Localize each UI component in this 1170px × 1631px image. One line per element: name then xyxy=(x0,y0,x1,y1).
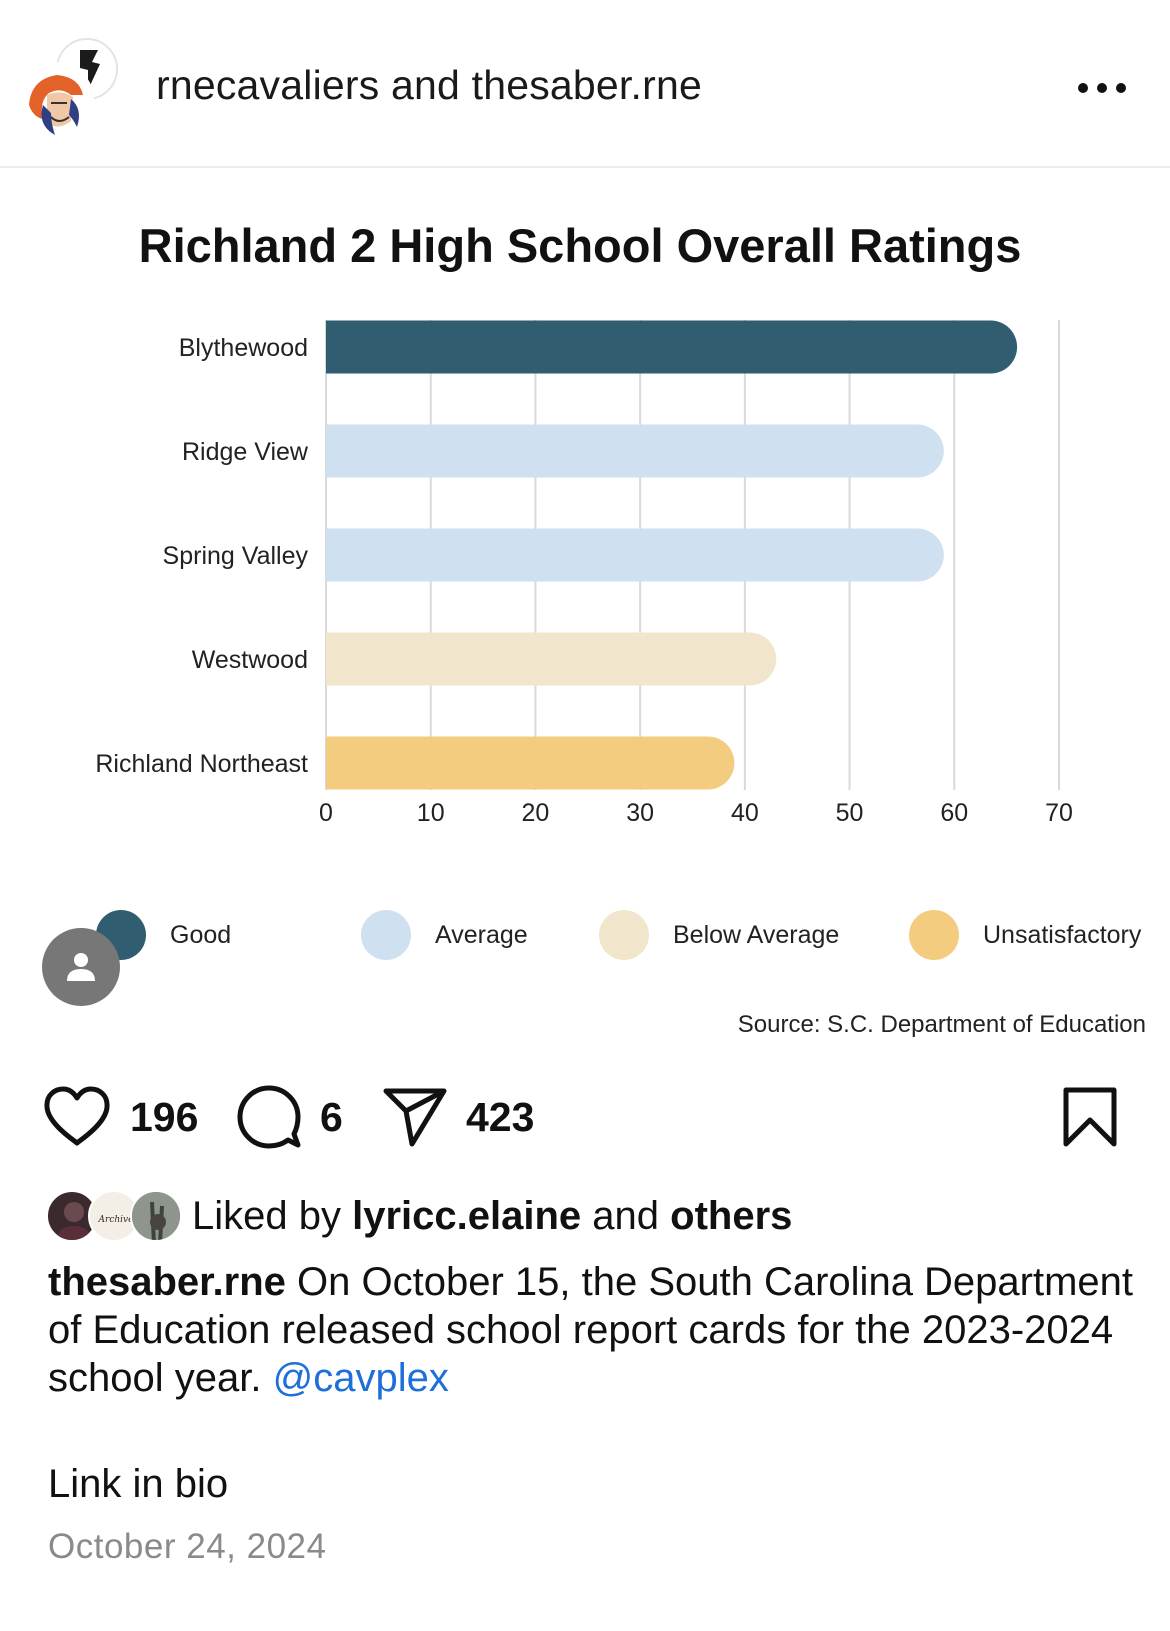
more-dot xyxy=(1116,83,1126,93)
more-dot xyxy=(1097,83,1107,93)
category-label: Blythewood xyxy=(179,334,308,362)
x-tick-label: 30 xyxy=(626,799,654,827)
comment-count[interactable]: 6 xyxy=(320,1093,343,1140)
chart-title: Richland 2 High School Overall Ratings xyxy=(138,219,1022,272)
x-tick-label: 40 xyxy=(731,799,759,827)
save-button[interactable] xyxy=(1062,1086,1118,1153)
x-tick-label: 20 xyxy=(522,799,550,827)
share-button[interactable]: 423 xyxy=(382,1082,534,1152)
liker-avatars: Archive xyxy=(46,1190,182,1242)
bar xyxy=(326,320,1018,374)
rnecavaliers-avatar[interactable] xyxy=(18,62,94,138)
liked-by-user[interactable]: lyricc.elaine xyxy=(352,1193,582,1238)
liked-by-others[interactable]: others xyxy=(670,1193,793,1238)
legend-swatch-unsatisfactory xyxy=(909,910,959,960)
bar xyxy=(326,528,944,582)
legend-swatch-below-average xyxy=(599,910,649,960)
x-tick-label: 60 xyxy=(940,799,968,827)
comment-icon xyxy=(237,1085,301,1149)
x-tick-label: 50 xyxy=(836,799,864,827)
liked-by-prefix: Liked by xyxy=(192,1193,341,1238)
x-tick-label: 0 xyxy=(319,799,333,827)
chart-legend: Good Average Below Average Unsatisfactor… xyxy=(0,910,1170,970)
x-tick-label: 70 xyxy=(1045,799,1073,827)
post-header: rnecavaliers and thesaber.rne xyxy=(0,0,1170,168)
category-label: Spring Valley xyxy=(163,542,309,570)
legend-label-average: Average xyxy=(435,920,528,949)
bookmark-icon xyxy=(1063,1087,1117,1147)
link-in-bio: Link in bio xyxy=(48,1462,229,1506)
chart-source: Source: S.C. Department of Education xyxy=(737,1011,1146,1038)
send-icon xyxy=(383,1088,447,1147)
liker-avatar-3 xyxy=(130,1190,182,1242)
bar xyxy=(326,424,944,478)
category-label: Westwood xyxy=(192,646,308,674)
bar xyxy=(326,632,777,686)
legend-swatch-average xyxy=(361,910,411,960)
caption-mention[interactable]: @cavplex xyxy=(272,1356,449,1400)
heart-icon xyxy=(44,1086,110,1146)
bar-chart: 0 10 20 30 40 50 60 70 Blythewood Ridge View Sprin… xyxy=(95,320,1073,827)
post-caption: thesaber.rne On October 15, the South Ca… xyxy=(48,1258,1138,1402)
more-options-icon[interactable] xyxy=(1078,80,1130,96)
legend-item-average: Average xyxy=(361,910,528,960)
person-icon xyxy=(67,953,95,981)
legend-item-unsatisfactory: Unsatisfactory xyxy=(909,910,1141,960)
caption-text: On October 15, the South Carolina Depart… xyxy=(48,1260,1134,1400)
x-tick-label: 10 xyxy=(417,799,445,827)
post-date: October 24, 2024 xyxy=(48,1527,327,1566)
action-bar: 196 6 423 xyxy=(42,1082,1142,1152)
liker-badge-text: Archive xyxy=(98,1215,134,1225)
tagged-people-button[interactable] xyxy=(42,928,120,1006)
account-avatars[interactable] xyxy=(18,38,118,138)
bar xyxy=(326,736,735,790)
category-label: Richland Northeast xyxy=(95,750,308,778)
liked-by-connector: and xyxy=(592,1193,660,1238)
category-label: Ridge View xyxy=(182,438,309,466)
comment-button[interactable]: 6 xyxy=(236,1082,343,1152)
like-count[interactable]: 196 xyxy=(130,1093,199,1140)
share-count[interactable]: 423 xyxy=(466,1093,535,1140)
legend-item-below-average: Below Average xyxy=(599,910,839,960)
more-dot xyxy=(1078,83,1088,93)
likes-text: Liked by lyricc.elaine and others xyxy=(192,1194,792,1239)
like-button[interactable]: 196 xyxy=(42,1082,198,1152)
legend-label-unsatisfactory: Unsatisfactory xyxy=(983,920,1142,949)
post-authors[interactable]: rnecavaliers and thesaber.rne xyxy=(156,62,702,108)
caption-username[interactable]: thesaber.rne xyxy=(48,1260,286,1304)
legend-label-below-average: Below Average xyxy=(673,920,840,949)
likes-summary[interactable]: Archive Liked by lyricc.elaine and other… xyxy=(46,1190,1146,1242)
legend-label-good: Good xyxy=(170,920,232,949)
